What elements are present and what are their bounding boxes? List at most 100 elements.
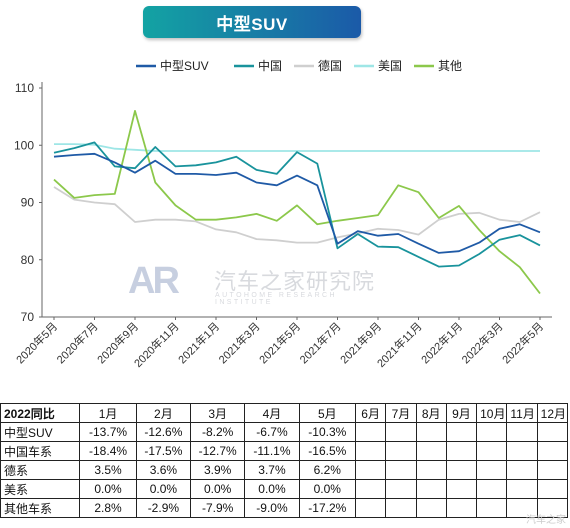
x-tick-label: 2022年1月 xyxy=(418,319,465,366)
table-cell xyxy=(354,479,387,499)
table-row-label: 美系 xyxy=(0,479,81,499)
x-tick-label: 2021年1月 xyxy=(175,319,222,366)
table-cell: -2.9% xyxy=(135,498,192,518)
table-header-month: 4月 xyxy=(244,403,300,423)
table-cell: 3.5% xyxy=(79,460,137,480)
table-cell xyxy=(536,479,569,499)
table-cell: -16.5% xyxy=(298,441,356,461)
table-cell: 0.0% xyxy=(190,479,246,499)
table-cell xyxy=(506,422,538,442)
table-row: 其他车系 2.8% -2.9% -7.9% -9.0% -17.2% xyxy=(0,498,569,518)
series-line-4 xyxy=(53,110,541,295)
legend-label: 美国 xyxy=(378,59,402,73)
table-cell xyxy=(385,479,417,499)
table-cell xyxy=(385,441,417,461)
table-cell xyxy=(354,498,387,518)
watermark-english-text: AUTOHOME RESEARCH INSTITUTE xyxy=(215,292,337,306)
x-tick-label: 2021年5月 xyxy=(256,319,303,366)
legend-label: 中国 xyxy=(258,58,282,73)
watermark: AR 汽车之家研究院 AUTOHOME RESEARCH INSTITUTE xyxy=(128,258,388,308)
y-tick-label: 100 xyxy=(14,138,34,152)
table-cell xyxy=(385,422,417,442)
series-line-0 xyxy=(53,152,541,254)
table-header-month: 10月 xyxy=(476,403,508,423)
series-line-3 xyxy=(54,143,540,152)
table-cell xyxy=(476,441,508,461)
table-cell xyxy=(354,422,387,442)
table-cell xyxy=(536,441,569,461)
table-row-label: 中型SUV xyxy=(0,422,81,442)
table-header-month: 7月 xyxy=(385,403,417,423)
table-row-label: 德系 xyxy=(0,460,81,480)
y-tick-label: 80 xyxy=(21,253,35,267)
table-cell: -13.7% xyxy=(79,422,137,442)
table-cell xyxy=(445,498,478,518)
table-header-month: 9月 xyxy=(445,403,478,423)
table-cell: 3.9% xyxy=(190,460,246,480)
table-row: 美系 0.0% 0.0% 0.0% 0.0% 0.0% xyxy=(0,479,569,499)
x-tick-label: 2021年7月 xyxy=(297,319,344,366)
table-cell xyxy=(415,479,447,499)
table-cell xyxy=(385,460,417,480)
yoy-table: 2022同比 1月 2月 3月 4月 5月 6月 7月 8月 9月 10月 11月 12月 中型SUV -1… xyxy=(0,403,569,518)
table-row-label: 其他车系 xyxy=(0,498,81,518)
table-cell: -12.7% xyxy=(190,441,246,461)
table-cell xyxy=(445,441,478,461)
table-header-month: 2月 xyxy=(135,403,192,423)
table-cell: -9.0% xyxy=(244,498,300,518)
table-cell: -11.1% xyxy=(244,441,300,461)
table-cell: -7.9% xyxy=(190,498,246,518)
legend-label: 德国 xyxy=(318,58,342,73)
legend-label: 中型SUV xyxy=(160,58,209,73)
corner-watermark: 汽车之家 xyxy=(526,515,566,526)
watermark-chinese-text: 汽车之家研究院 xyxy=(214,269,376,294)
x-tick-label: 2022年3月 xyxy=(459,319,506,366)
table-cell: -10.3% xyxy=(298,422,356,442)
x-tick-label: 2020年5月 xyxy=(13,319,60,366)
table-row: 中型SUV -13.7% -12.6% -8.2% -6.7% -10.3% xyxy=(0,422,569,442)
table-cell: 6.2% xyxy=(298,460,356,480)
table-cell xyxy=(415,422,447,442)
table-cell xyxy=(445,422,478,442)
table-cell: -8.2% xyxy=(190,422,246,442)
table-cell xyxy=(506,479,538,499)
y-tick-label: 90 xyxy=(21,196,35,210)
x-tick-label: 2022年5月 xyxy=(499,319,546,366)
table-cell: -6.7% xyxy=(244,422,300,442)
x-tick-label: 2021年3月 xyxy=(216,319,263,366)
chart-title-banner: 中型SUV xyxy=(143,6,361,38)
table-cell xyxy=(354,460,387,480)
table-cell xyxy=(476,479,508,499)
legend-label: 其他 xyxy=(438,59,462,73)
table-cell: 3.6% xyxy=(135,460,192,480)
table-cell: -17.2% xyxy=(298,498,356,518)
table-cell xyxy=(445,479,478,499)
y-tick-label: 70 xyxy=(21,310,35,324)
x-tick-label: 2020年7月 xyxy=(54,319,101,366)
table-cell xyxy=(536,422,569,442)
table-cell: 3.7% xyxy=(244,460,300,480)
table-cell xyxy=(476,498,508,518)
table-cell xyxy=(415,460,447,480)
table-row: 德系 3.5% 3.6% 3.9% 3.7% 6.2% xyxy=(0,460,569,480)
table-cell: 0.0% xyxy=(298,479,356,499)
table-header-month: 12月 xyxy=(536,403,569,423)
table-cell xyxy=(506,441,538,461)
table-cell xyxy=(445,460,478,480)
table-cell xyxy=(354,441,387,461)
table-cell: 0.0% xyxy=(135,479,192,499)
table-cell: 0.0% xyxy=(79,479,137,499)
table-cell: 2.8% xyxy=(79,498,137,518)
table-cell xyxy=(536,498,569,518)
table-cell xyxy=(415,441,447,461)
table-header-month: 6月 xyxy=(354,403,387,423)
watermark-logo: AR xyxy=(128,260,180,302)
line-chart: 7080901001102020年5月2020年7月2020年9月2020年11… xyxy=(13,58,552,370)
table-cell xyxy=(476,422,508,442)
table-cell: -17.5% xyxy=(135,441,192,461)
table-header-month: 5月 xyxy=(298,403,356,423)
series-line-1 xyxy=(53,141,541,268)
table-cell xyxy=(476,460,508,480)
table-cell: 0.0% xyxy=(244,479,300,499)
table-cell: -18.4% xyxy=(79,441,137,461)
